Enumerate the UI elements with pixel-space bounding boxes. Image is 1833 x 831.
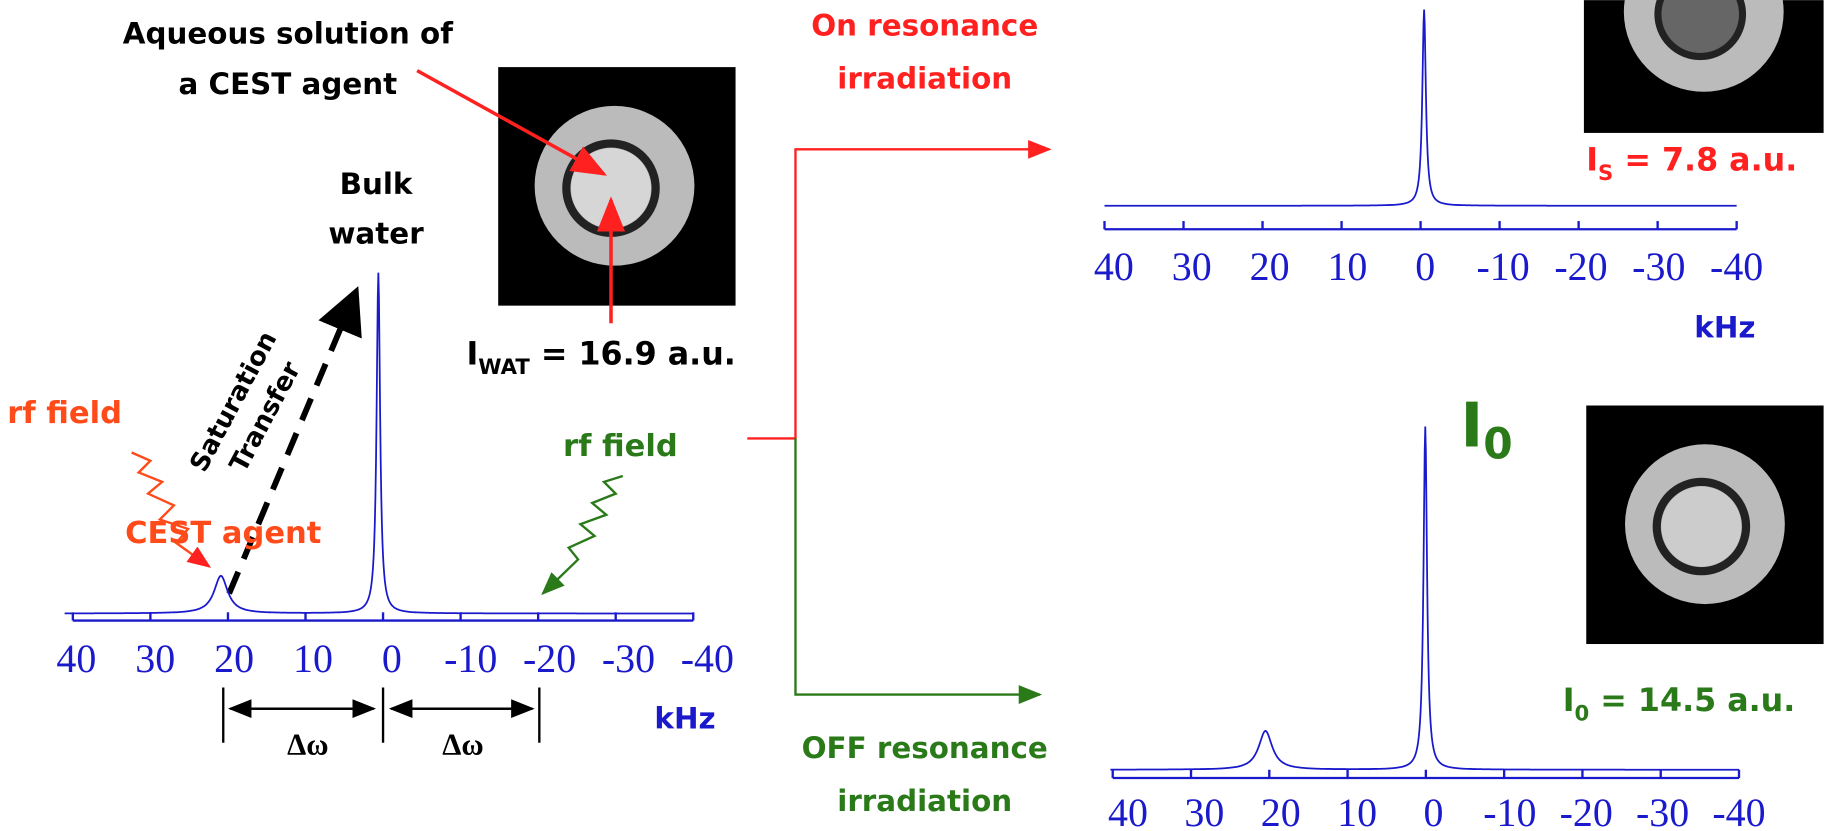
tick-label: 20: [214, 636, 254, 681]
symbol: I: [1461, 391, 1484, 462]
symbol: I: [1586, 143, 1598, 179]
tick-label: -40: [1710, 244, 1763, 289]
label: CEST agent: [125, 516, 321, 551]
tick-label: 20: [1261, 790, 1301, 831]
tick-label: 40: [1108, 790, 1148, 831]
label: On resonance: [811, 8, 1038, 42]
caption: Aqueous solution of: [123, 17, 454, 51]
diagram: Aqueous solution of a CEST agent Bulk wa…: [0, 0, 1833, 831]
big-label: I0: [1461, 391, 1513, 469]
tick-label: -10: [1483, 790, 1536, 831]
tick-label: 10: [1327, 244, 1367, 289]
tick-label: -20: [1560, 790, 1613, 831]
label: water: [328, 216, 424, 250]
mri-image: [498, 67, 735, 306]
tick-label: -30: [1636, 790, 1689, 831]
tick-label: -20: [523, 636, 576, 681]
label: irradiation: [837, 61, 1012, 95]
label: irradiation: [837, 784, 1012, 818]
tick-label: 40: [1094, 244, 1134, 289]
tick-label: 20: [1250, 244, 1290, 289]
tick-label: 0: [382, 636, 402, 681]
tick-label: -30: [602, 636, 655, 681]
label: rf field: [7, 396, 122, 431]
mri-image: [1584, 0, 1824, 133]
tick-label: -40: [1712, 790, 1765, 831]
value: = 16.9 a.u.: [530, 336, 736, 372]
delta: Δω: [287, 727, 328, 761]
tick-label: 10: [1337, 790, 1377, 831]
tick-label: -30: [1632, 244, 1685, 289]
delta: Δω: [442, 727, 483, 761]
unit: kHz: [1694, 310, 1755, 344]
caption: a CEST agent: [179, 67, 398, 101]
tick-label: 40: [56, 636, 96, 681]
tick-label: 0: [1415, 244, 1435, 289]
symbol: I: [466, 336, 478, 372]
tick-label: -10: [444, 636, 497, 681]
symbol: I: [1563, 683, 1575, 719]
tick-label: -40: [681, 636, 734, 681]
tick-label: 30: [1184, 790, 1224, 831]
label: rf field: [563, 429, 678, 464]
sub: 0: [1483, 419, 1512, 468]
tick-label: 30: [1172, 244, 1212, 289]
sub: S: [1598, 160, 1613, 185]
mri-image: [1586, 406, 1823, 645]
tick-label: 10: [293, 636, 333, 681]
sub: WAT: [478, 354, 530, 379]
rf-wave: [543, 476, 623, 594]
label: OFF resonance: [802, 731, 1048, 765]
delta-brackets: [223, 688, 539, 743]
sub: 0: [1575, 700, 1590, 725]
tick-label: -20: [1554, 244, 1607, 289]
arrow: [747, 149, 1049, 438]
value: = 14.5 a.u.: [1589, 683, 1795, 719]
unit: kHz: [654, 702, 715, 736]
intensity: IS = 7.8 a.u.: [1586, 143, 1797, 185]
arrow: [795, 438, 1039, 694]
tick-label: 0: [1424, 790, 1444, 831]
tick-label: 30: [135, 636, 175, 681]
intensity: IWAT = 16.9 a.u.: [466, 336, 735, 378]
value: = 7.8 a.u.: [1613, 143, 1797, 179]
tick-label: -10: [1476, 244, 1529, 289]
label: Bulk: [340, 167, 414, 201]
intensity: I0 = 14.5 a.u.: [1563, 683, 1796, 725]
